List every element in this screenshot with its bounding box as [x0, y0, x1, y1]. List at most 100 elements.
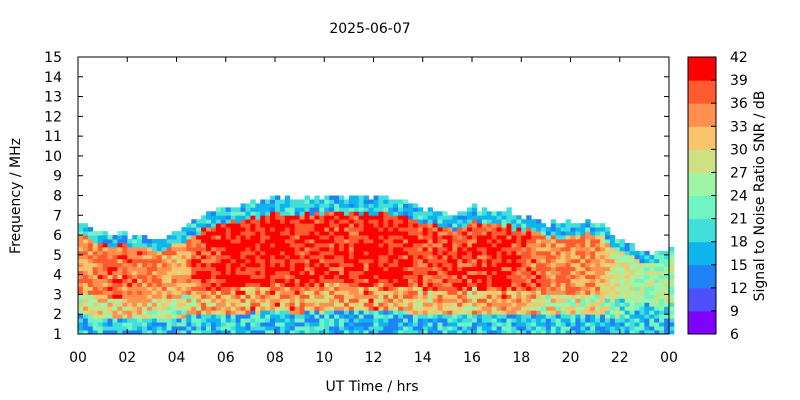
heatmap-cell — [481, 330, 488, 335]
heatmap-cell — [294, 227, 301, 232]
heatmap-cell — [476, 318, 483, 323]
heatmap-cell — [393, 322, 399, 327]
heatmap-cell — [235, 262, 241, 268]
heatmap-cell — [634, 290, 640, 295]
heatmap-cell — [516, 322, 522, 327]
heatmap-cell — [457, 270, 463, 276]
heatmap-cell — [550, 290, 557, 295]
heatmap-cell — [619, 242, 626, 248]
heatmap-cell — [595, 254, 601, 260]
y-tick-label: 8 — [53, 189, 62, 205]
heatmap-cell — [275, 199, 281, 204]
heatmap-cell — [87, 326, 94, 331]
heatmap-cell — [176, 246, 182, 252]
heatmap-cell — [97, 302, 104, 307]
heatmap-cell — [324, 254, 330, 260]
heatmap-cell — [476, 254, 483, 260]
heatmap-cell — [486, 211, 493, 216]
heatmap-cell — [472, 262, 478, 268]
heatmap-cell — [245, 278, 251, 283]
heatmap-cell — [427, 219, 433, 224]
heatmap-cell — [447, 215, 453, 220]
heatmap-cell — [171, 266, 177, 272]
heatmap-cell — [82, 322, 89, 327]
heatmap-cell — [156, 314, 163, 319]
heatmap-cell — [476, 270, 483, 276]
heatmap-cell — [560, 246, 566, 252]
heatmap-cell — [255, 211, 261, 216]
heatmap-cell — [334, 199, 340, 204]
heatmap-cell — [393, 326, 399, 331]
heatmap-cell — [319, 322, 325, 327]
heatmap-cell — [437, 322, 443, 327]
heatmap-cell — [191, 298, 197, 303]
heatmap-cell — [624, 286, 630, 291]
heatmap-cell — [353, 211, 360, 216]
heatmap-cell — [324, 322, 330, 327]
heatmap-cell — [457, 266, 463, 272]
heatmap-cell — [260, 254, 266, 260]
heatmap-cell — [491, 254, 498, 260]
heatmap-cell — [540, 235, 547, 240]
heatmap-cell — [644, 314, 650, 319]
heatmap-cell — [462, 270, 468, 276]
heatmap-cell — [476, 242, 483, 248]
heatmap-cell — [654, 302, 660, 307]
heatmap-cell — [540, 242, 547, 248]
heatmap-cell — [245, 326, 251, 331]
heatmap-cell — [437, 294, 443, 299]
heatmap-cell — [388, 286, 394, 291]
heatmap-cell — [87, 254, 94, 260]
heatmap-cell — [383, 326, 389, 331]
heatmap-cell — [649, 306, 655, 311]
heatmap-cell — [669, 266, 675, 272]
heatmap-cell — [614, 290, 621, 295]
heatmap-cell — [117, 250, 123, 256]
heatmap-cell — [447, 278, 453, 283]
heatmap-cell — [388, 235, 394, 240]
heatmap-cell — [240, 223, 246, 228]
heatmap-cell — [575, 274, 581, 279]
heatmap-cell — [388, 282, 394, 287]
heatmap-cell — [250, 282, 256, 287]
heatmap-cell — [442, 290, 448, 295]
heatmap-cell — [265, 294, 271, 299]
heatmap-cell — [565, 250, 571, 256]
heatmap-cell — [127, 278, 133, 283]
heatmap-cell — [206, 274, 212, 279]
heatmap-cell — [432, 246, 438, 252]
heatmap-cell — [78, 254, 84, 260]
heatmap-cell — [565, 254, 571, 260]
heatmap-cell — [521, 266, 527, 272]
heatmap-cell — [181, 282, 187, 287]
heatmap-cell — [225, 270, 232, 276]
heatmap-cell — [614, 318, 621, 323]
heatmap-cell — [186, 290, 192, 295]
heatmap-cell — [235, 227, 241, 232]
heatmap-cell — [501, 290, 507, 295]
heatmap-cell — [447, 262, 453, 268]
heatmap-cell — [575, 270, 581, 276]
heatmap-cell — [299, 242, 305, 248]
heatmap-cell — [619, 306, 626, 311]
heatmap-cell — [614, 270, 621, 276]
heatmap-cell — [304, 274, 310, 279]
heatmap-cell — [201, 246, 207, 252]
heatmap-cell — [442, 223, 448, 228]
heatmap-cell — [398, 274, 404, 279]
heatmap-cell — [319, 266, 325, 272]
heatmap-cell — [329, 262, 335, 268]
colorbar-tick-label: 18 — [730, 235, 748, 251]
heatmap-cell — [457, 326, 463, 331]
heatmap-cell — [501, 219, 507, 224]
heatmap-cell — [363, 227, 369, 232]
heatmap-cell — [122, 270, 128, 276]
heatmap-cell — [299, 246, 305, 252]
heatmap-cell — [260, 223, 266, 228]
heatmap-cell — [348, 195, 355, 200]
heatmap-cell — [255, 286, 261, 291]
heatmap-cell — [644, 286, 650, 291]
heatmap-cell — [639, 290, 645, 295]
heatmap-cell — [393, 310, 399, 315]
heatmap-cell — [270, 318, 276, 323]
